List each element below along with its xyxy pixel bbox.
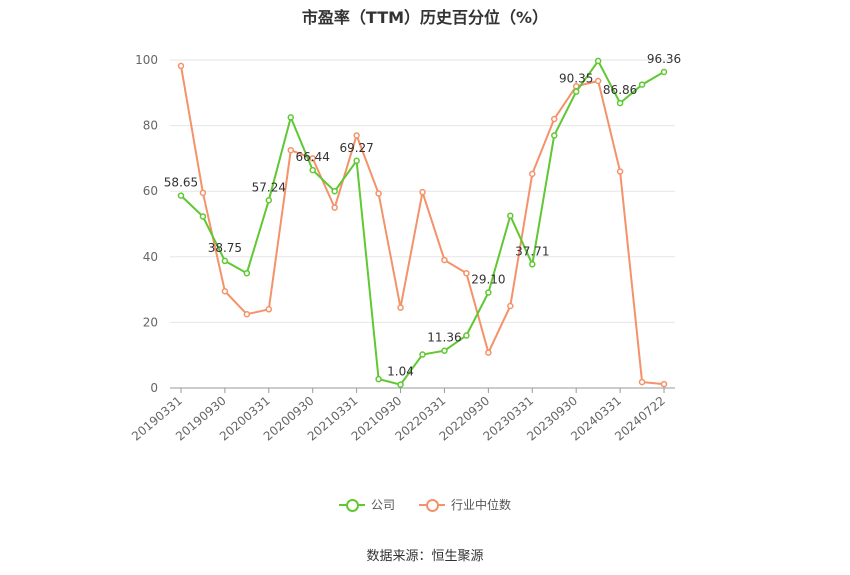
point-company-20230930 [572, 88, 580, 95]
data-label-company-20220930: 29.10 [471, 273, 505, 287]
point-industry-median-20220630 [463, 269, 470, 277]
legend-item-industry-median[interactable]: 行业中位数 [419, 496, 511, 513]
point-company-20240630 [638, 81, 646, 88]
legend-label-company: 公司 [370, 498, 395, 512]
point-company-20230331 [529, 261, 536, 268]
point-company-20211231 [419, 351, 426, 358]
point-company-20210630 [375, 375, 382, 383]
point-industry-median-20210930 [397, 304, 404, 311]
point-industry-median-20211231 [419, 188, 426, 196]
data-label-company-20200930: 66.44 [296, 150, 330, 164]
y-tick-label-40: 40 [143, 250, 158, 264]
data-label-company-20200331: 57.24 [252, 180, 286, 194]
point-company-20231231 [594, 57, 602, 65]
point-company-20190331 [177, 192, 185, 199]
point-company-20220930 [485, 289, 492, 296]
point-industry-median-20240722 [660, 380, 668, 388]
data-label-company-20210930: 1.04 [387, 365, 414, 379]
x-axis: 2019033120190930202003312020093020210331… [129, 387, 675, 444]
point-company-20200630 [287, 114, 295, 121]
data-label-company-20210331: 69.27 [339, 141, 373, 155]
point-industry-median-20200930 [309, 155, 316, 162]
legend-swatch-company [338, 498, 365, 512]
point-company-20220630 [463, 332, 470, 339]
point-industry-median-20231231 [594, 77, 602, 85]
legend: 公司 行业中位数 [0, 496, 850, 513]
point-industry-median-20190630 [199, 189, 207, 197]
series-layer [177, 57, 668, 388]
data-label-company-20230331: 37.71 [515, 244, 549, 258]
chart-title: 市盈率（TTM）历史百分位（%） [301, 8, 549, 27]
data-label-company-20240331: 86.86 [603, 83, 637, 97]
data-labels-layer: 58.65 38.75 57.24 66.44 69.27 1.04 11.36 29.10 3… [164, 52, 681, 379]
point-industry-median-20191231 [243, 310, 251, 318]
point-industry-median-20220331 [441, 256, 448, 264]
point-industry-median-20240630 [638, 378, 646, 386]
point-industry-median-20221231 [507, 302, 514, 310]
y-tick-label-60: 60 [143, 184, 158, 198]
y-tick-label-100: 100 [135, 53, 158, 67]
series-line-company [180, 59, 665, 386]
point-industry-median-20200630 [287, 146, 295, 154]
legend-label-industry-median: 行业中位数 [451, 498, 512, 512]
legend-swatch-industry-median [419, 498, 445, 512]
source-note: 数据来源：恒生聚源 [366, 549, 484, 564]
point-company-20200930 [309, 166, 316, 174]
point-industry-median-20190331 [177, 62, 185, 70]
point-company-20221231 [507, 212, 514, 220]
point-industry-median-20190930 [221, 287, 229, 295]
y-tick-label-80: 80 [143, 119, 158, 133]
y-tick-label-0: 0 [150, 381, 158, 395]
point-industry-median-20210630 [375, 190, 382, 197]
data-label-company-20190331: 58.65 [164, 176, 198, 190]
point-company-20200331 [265, 197, 273, 204]
point-industry-median-20230630 [550, 115, 558, 123]
point-company-20191231 [243, 269, 251, 277]
point-industry-median-20201231 [331, 204, 338, 211]
point-company-20210930 [397, 381, 404, 388]
data-label-company-20240722: 96.36 [647, 52, 681, 66]
point-industry-median-20220930 [485, 349, 492, 356]
point-company-20190930 [221, 257, 229, 265]
point-company-20240722 [660, 68, 668, 76]
point-company-20240331 [616, 99, 624, 107]
series-line-industry-median [180, 65, 665, 386]
point-industry-median-20200331 [265, 306, 273, 313]
data-label-company-20230930: 90.35 [559, 72, 593, 86]
point-company-20210331 [353, 157, 360, 165]
legend-item-company[interactable]: 公司 [338, 496, 395, 513]
point-industry-median-20210331 [353, 132, 360, 139]
point-company-20201231 [331, 187, 338, 195]
point-industry-median-20240331 [616, 168, 624, 175]
point-company-20220331 [441, 347, 448, 354]
point-company-20190630 [199, 213, 207, 220]
point-company-20230630 [550, 132, 558, 139]
y-axis: 0 20 40 60 80 100 [135, 53, 158, 395]
y-tick-label-20: 20 [143, 315, 158, 329]
data-label-company-20220331: 11.36 [427, 331, 461, 345]
point-industry-median-20230331 [529, 170, 536, 178]
data-label-company-20190930: 38.75 [208, 241, 242, 255]
